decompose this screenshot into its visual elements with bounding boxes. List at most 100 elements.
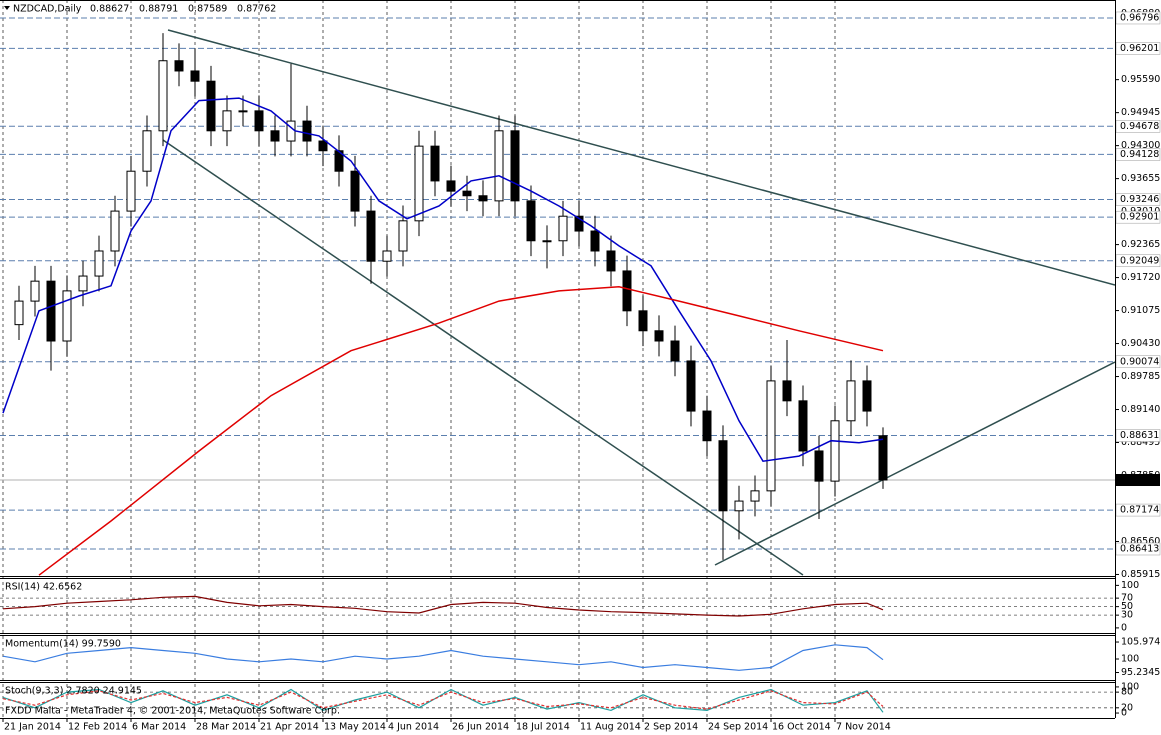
- indicator-line: [2, 690, 884, 710]
- x-tick-label: 18 Jul 2014: [516, 722, 570, 733]
- candle-body: [798, 400, 808, 452]
- level-label: 0.96796: [1120, 12, 1159, 23]
- candle-body: [46, 280, 56, 342]
- quote-value: 0.88627: [90, 4, 129, 15]
- indicator-line: [2, 644, 884, 671]
- y-tick-label: 20: [1121, 702, 1133, 713]
- y-tick-label: 95.2345: [1121, 667, 1160, 678]
- candle-body: [526, 200, 536, 242]
- candle-body: [94, 250, 104, 277]
- x-tick-label: 13 May 2014: [324, 722, 386, 733]
- candle-body: [670, 340, 680, 362]
- trendline: [714, 361, 1115, 566]
- candle-body: [366, 210, 376, 262]
- candle-body: [782, 380, 792, 402]
- indicator-line: [2, 595, 884, 617]
- candle-body: [750, 490, 760, 502]
- y-tick-label: 50: [1121, 601, 1133, 612]
- x-tick-label: 16 Oct 2014: [772, 722, 831, 733]
- last-price-label: 0.87762: [1120, 475, 1159, 486]
- y-tick-label: 0.89785: [1121, 371, 1160, 382]
- y-tick-label: 100: [1121, 580, 1139, 591]
- y-tick-label: 0.95590: [1121, 74, 1160, 85]
- candle-body: [382, 250, 392, 262]
- level-label: 0.87174: [1120, 505, 1159, 516]
- y-tick-label: 100: [1121, 681, 1139, 692]
- candle-body: [574, 215, 584, 232]
- candle-body: [318, 140, 328, 152]
- x-tick-label: 2 Sep 2014: [644, 722, 698, 733]
- level-label: 0.94128: [1120, 149, 1159, 160]
- candle-body: [590, 230, 600, 252]
- pane-borders: [0, 0, 1116, 719]
- candle-body: [702, 410, 712, 442]
- chart-title: NZDCAD,Daily: [13, 4, 82, 15]
- candle-body: [654, 330, 664, 342]
- y-tick-label: 0.91075: [1121, 305, 1160, 316]
- quote-value: 0.87762: [237, 4, 276, 15]
- y-tick-label: 105.9747: [1121, 637, 1161, 648]
- candle-body: [238, 110, 248, 113]
- candle-body: [766, 380, 776, 492]
- y-tick-label: 0.90430: [1121, 338, 1160, 349]
- candle-body: [62, 290, 72, 342]
- level-label: 0.93246: [1120, 194, 1159, 205]
- x-tick-label: 24 Sep 2014: [708, 722, 768, 733]
- y-tick-label: 80: [1121, 687, 1133, 698]
- last-price-box: [1116, 474, 1160, 487]
- candle-body: [222, 110, 232, 132]
- candle-body: [126, 170, 136, 212]
- indicator-title: RSI(14) 42.6562: [5, 582, 82, 593]
- level-label: 0.88631: [1120, 430, 1159, 441]
- candle-body: [110, 210, 120, 252]
- x-tick-label: 26 Jun 2014: [452, 722, 509, 733]
- indicator-title: Stoch(9,3,3) 2.7820 24.9145: [5, 686, 142, 697]
- candle-body: [878, 435, 888, 481]
- indicator-title: Momentum(14) 99.7590: [5, 639, 121, 650]
- level-label: 0.92049: [1120, 255, 1159, 266]
- candle-body: [462, 190, 472, 197]
- x-tick-label: 7 Nov 2014: [836, 722, 891, 733]
- trendline: [162, 139, 804, 576]
- candle-body: [302, 120, 312, 142]
- level-label: 0.90074: [1120, 356, 1159, 367]
- candle-body: [430, 145, 440, 182]
- candle-body: [190, 70, 200, 82]
- scale-layer: 21 Jan 2014 12 Feb 2014 6 Mar 2014 28 Mar 2…: [2, 4, 1161, 733]
- candle-body: [414, 145, 424, 222]
- level-label: 0.94678: [1120, 121, 1159, 132]
- y-tick-label: 0.94300: [1121, 140, 1160, 151]
- candle-body: [814, 450, 824, 482]
- y-tick-label: 30: [1121, 610, 1133, 621]
- candle-body: [830, 420, 840, 482]
- footer-text: FXDD Malta - MetaTrader 4, © 2001-2014, …: [5, 706, 340, 717]
- candle-body: [622, 270, 632, 312]
- y-tick-label: 70: [1121, 593, 1133, 604]
- candle-body: [14, 300, 24, 326]
- candle-body: [734, 500, 744, 512]
- x-tick-label: 21 Jan 2014: [4, 722, 61, 733]
- candle-body: [174, 60, 184, 72]
- trendline: [167, 29, 1115, 286]
- x-tick-label: 21 Apr 2014: [260, 722, 319, 733]
- candle-body: [78, 275, 88, 292]
- data-layer: [2, 29, 1115, 713]
- candle-body: [254, 110, 264, 132]
- candle-body: [638, 310, 648, 332]
- candle-body: [718, 440, 728, 512]
- y-tick-label: 0: [1121, 708, 1127, 719]
- moving-average: [38, 286, 884, 576]
- candle-body: [350, 170, 360, 212]
- quote-value: 0.87589: [188, 4, 227, 15]
- candle-body: [158, 60, 168, 132]
- y-tick-label: 0.86560: [1121, 536, 1160, 547]
- candle-body: [542, 240, 552, 243]
- moving-average: [2, 97, 884, 463]
- candle-body: [510, 130, 520, 202]
- menu-arrow[interactable]: [4, 6, 10, 10]
- candle-body: [30, 280, 40, 302]
- candle-body: [606, 250, 616, 272]
- quote-value: 0.88791: [139, 4, 178, 15]
